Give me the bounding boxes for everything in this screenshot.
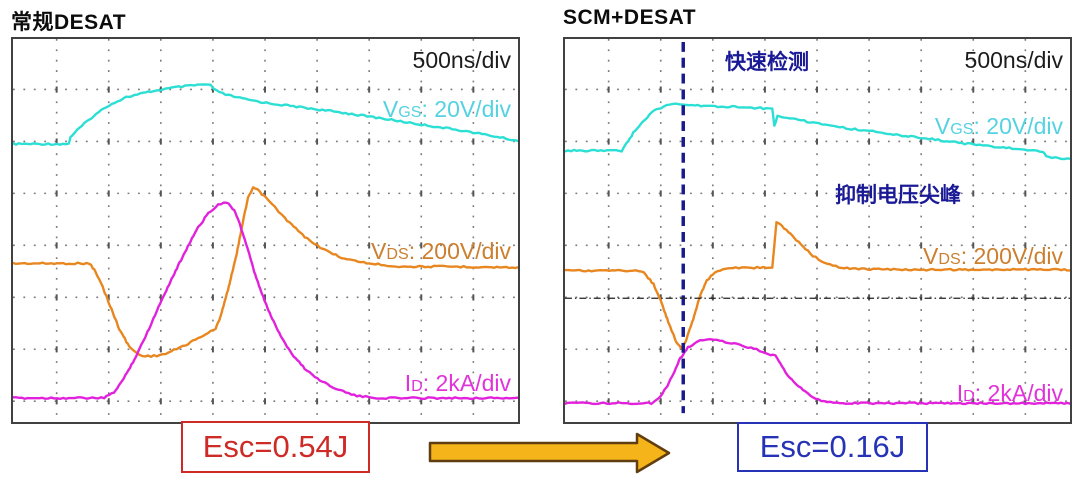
oscilloscope-screen-left: 500ns/div VGS: 20V/div VDS: 200V/div ID:… xyxy=(11,37,520,424)
id-symbol: I xyxy=(956,380,964,406)
vgs-trace-label-left: VGS: 20V/div xyxy=(383,97,511,121)
id-subscript: D xyxy=(411,377,423,395)
timebase-label-left: 500ns/div xyxy=(412,47,511,73)
vds-symbol: V xyxy=(923,243,939,269)
id-scale: : 2kA/div xyxy=(422,370,511,396)
waveform-plot-right xyxy=(565,39,1070,422)
id-subscript: D xyxy=(963,387,975,405)
vgs-symbol: V xyxy=(382,96,399,122)
short-circuit-energy-badge-left: Esc=0.54J xyxy=(181,421,370,473)
vgs-scale: : 20V/div xyxy=(973,113,1064,139)
short-circuit-energy-badge-right: Esc=0.16J xyxy=(737,422,928,472)
vds-trace-label-right: VDS: 200V/div xyxy=(923,244,1063,268)
vds-trace-label-left: VDS: 200V/div xyxy=(371,239,511,263)
vgs-scale: : 20V/div xyxy=(421,96,512,122)
vgs-symbol: V xyxy=(934,113,951,139)
fast-detection-annotation: 快速检测 xyxy=(725,51,809,74)
panel-title-conventional-desat: 常规DESAT xyxy=(11,11,127,34)
vds-subscript: DS xyxy=(938,250,961,268)
timebase-label-right: 500ns/div xyxy=(964,47,1063,73)
spike-suppression-annotation: 抑制电压尖峰 xyxy=(835,184,961,207)
id-trace-label-right: ID: 2kA/div xyxy=(957,381,1063,405)
transition-arrow-icon xyxy=(425,430,677,476)
waveform-plot-left xyxy=(13,39,518,422)
vds-scale: : 200V/div xyxy=(960,243,1063,269)
vgs-subscript: GS xyxy=(950,120,974,138)
vgs-trace-label-right: VGS: 20V/div xyxy=(935,114,1063,138)
id-scale: : 2kA/div xyxy=(974,380,1063,406)
id-trace-label-left: ID: 2kA/div xyxy=(405,371,511,395)
vds-symbol: V xyxy=(371,238,387,264)
id-symbol: I xyxy=(404,370,412,396)
panel-title-scm-desat: SCM+DESAT xyxy=(563,6,697,29)
oscilloscope-screen-right: 快速检测 抑制电压尖峰 500ns/div VGS: 20V/div VDS: … xyxy=(563,37,1072,424)
vgs-subscript: GS xyxy=(398,103,422,121)
vds-scale: : 200V/div xyxy=(408,238,511,264)
vds-subscript: DS xyxy=(386,245,409,263)
